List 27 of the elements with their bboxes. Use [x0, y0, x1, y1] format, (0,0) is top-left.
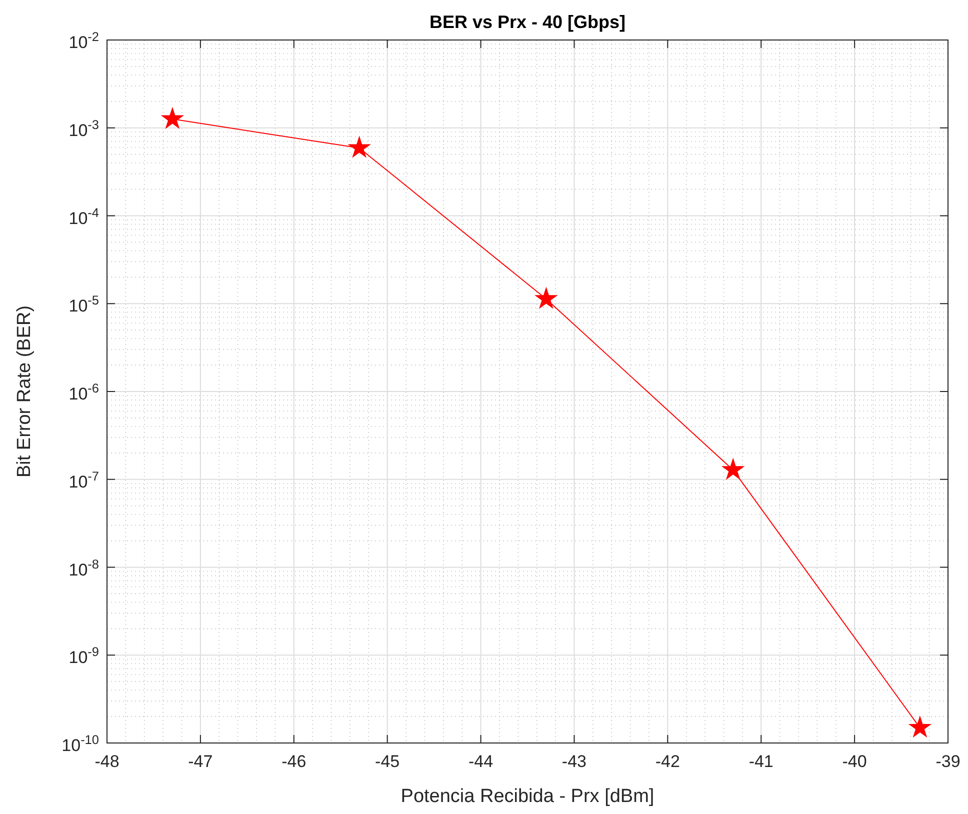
point: [723, 459, 744, 479]
x-tick-label: -42: [655, 752, 680, 771]
y-tick-label: 10$^{-8}$: [68, 556, 99, 580]
point: [910, 717, 930, 736]
y-tick-label: 10$^{-10}$: [62, 732, 99, 755]
y-tick-label: 10$^{-5}$: [68, 292, 99, 316]
point: [349, 137, 370, 157]
y-tick-label: 10$^{-9}$: [68, 644, 99, 668]
x-tick-label: -48: [94, 752, 120, 771]
point: [536, 288, 556, 308]
y-tick-label: 10$^{-7}$: [68, 468, 99, 492]
y-tick-label: 10$^{-4}$: [68, 204, 99, 228]
x-tick-label: -45: [375, 752, 400, 771]
x-tick-label: -46: [282, 752, 306, 771]
y-tick-label: 10$^{-2}$: [68, 28, 99, 52]
x-tick-label: -41: [748, 752, 774, 771]
y-tick-label: 10$^{-6}$: [68, 380, 99, 404]
y-tick-label: 10$^{-3}$: [68, 116, 99, 140]
x-tick-label: -40: [842, 752, 867, 771]
point: [162, 108, 182, 128]
x-tick-label: -39: [936, 752, 960, 771]
x-axis-title: Potencia Recibida - Prx [dBm]: [400, 786, 654, 807]
x-tick-label: -43: [562, 752, 587, 771]
y-axis-title: Bit Error Rate (BER): [14, 305, 35, 478]
x-tick-label: -44: [468, 752, 494, 771]
chart-title: BER vs Prx - 40 [Gbps]: [429, 12, 626, 32]
x-tick-label: -47: [188, 752, 213, 771]
